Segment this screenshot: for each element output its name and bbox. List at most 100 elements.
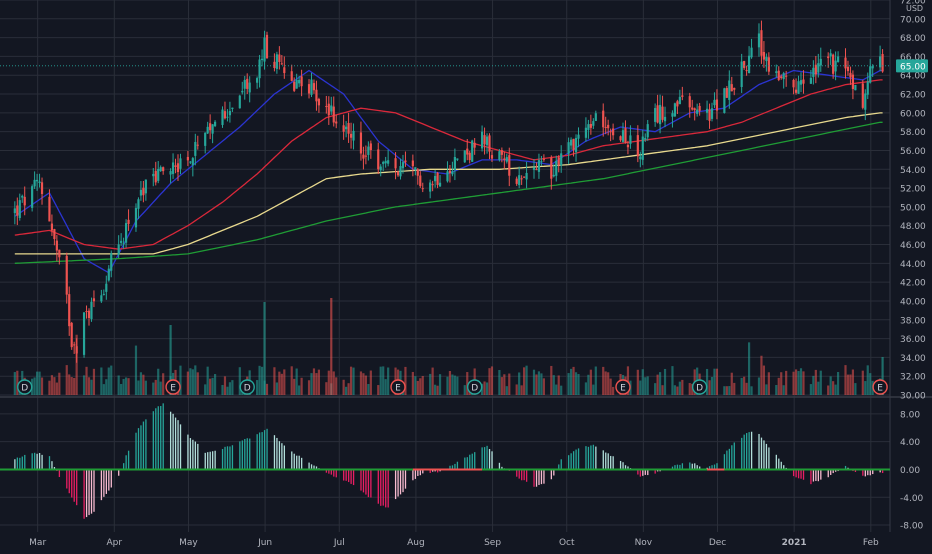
oscillator-bar xyxy=(587,446,590,470)
candle-body xyxy=(206,126,209,134)
oscillator-bar xyxy=(155,408,157,470)
volume-bar xyxy=(82,375,86,395)
dividend-marker[interactable]: D xyxy=(466,379,483,395)
candle-body xyxy=(861,83,864,108)
oscillator-bar xyxy=(261,432,263,470)
candle-body xyxy=(745,70,748,72)
volume-bar xyxy=(641,369,644,395)
candle-body xyxy=(760,30,763,56)
candle-body xyxy=(673,103,677,117)
earnings-marker[interactable]: E xyxy=(390,379,406,395)
oscillator-bar xyxy=(422,469,424,474)
candle-body xyxy=(211,124,214,134)
candle-body xyxy=(540,161,543,163)
volume-bar xyxy=(189,368,192,395)
candle-body xyxy=(569,139,573,146)
candle-body xyxy=(152,173,155,177)
volume-bar xyxy=(347,383,350,395)
candle-body xyxy=(364,155,367,157)
volume-bar xyxy=(708,380,711,395)
candle-body xyxy=(463,150,466,163)
candle-body xyxy=(359,132,363,154)
oscillator-bar xyxy=(525,469,528,482)
earnings-marker[interactable]: E xyxy=(872,379,888,395)
candle-body xyxy=(87,310,91,319)
volume-bar xyxy=(767,372,770,395)
candle-body xyxy=(142,187,145,196)
volume-bar xyxy=(762,365,766,395)
volume-bar xyxy=(705,368,709,395)
candle-body xyxy=(53,229,56,240)
candle-body xyxy=(676,101,679,107)
volume-bar xyxy=(626,366,630,395)
volume-bar xyxy=(532,369,536,395)
volume-bar xyxy=(278,371,281,395)
candle-body xyxy=(394,158,397,169)
oscillator-bar xyxy=(152,411,154,470)
time-tick-label: Mar xyxy=(29,538,46,548)
oscillator-bar xyxy=(624,465,627,470)
oscillator-bar xyxy=(728,448,731,470)
volume-bar xyxy=(221,384,224,395)
candle-body xyxy=(777,70,780,80)
candle-body xyxy=(503,158,506,161)
volume-bar xyxy=(834,384,837,395)
volume-bar xyxy=(844,365,847,395)
volume-bar xyxy=(283,369,286,395)
volume-bar xyxy=(35,371,39,395)
earnings-marker[interactable]: E xyxy=(165,379,181,395)
candle-body xyxy=(421,188,424,190)
volume-bar xyxy=(451,374,454,395)
price-tick-label: 62.00 xyxy=(900,91,926,101)
oscillator-bar xyxy=(775,454,777,470)
candle-body xyxy=(13,208,16,214)
oscillator-bar xyxy=(83,469,85,519)
marker-circle xyxy=(615,379,631,395)
candle-body xyxy=(817,63,820,73)
candle-body xyxy=(809,77,812,84)
dividend-marker[interactable]: D xyxy=(17,379,33,395)
volume-bar xyxy=(646,376,649,395)
candle-body xyxy=(537,160,541,172)
earnings-marker[interactable]: E xyxy=(615,379,631,395)
volume-bar xyxy=(260,366,264,395)
volume-bar xyxy=(799,368,803,395)
candle-body xyxy=(471,140,474,162)
volume-bar xyxy=(359,371,363,395)
dividend-marker[interactable]: D xyxy=(691,379,708,395)
volume-bar xyxy=(577,373,580,395)
oscillator-bar xyxy=(464,457,466,470)
candle-body xyxy=(671,113,674,117)
oscillator-bar xyxy=(266,428,268,470)
dividend-marker[interactable]: D xyxy=(239,379,255,395)
candle-body xyxy=(231,107,234,109)
candle-body xyxy=(658,104,662,125)
candle-body xyxy=(602,110,605,128)
candle-body xyxy=(851,74,855,90)
volume-bar xyxy=(298,385,301,395)
candle-body xyxy=(162,167,165,172)
volume-bar xyxy=(90,379,93,395)
oscillator-bar xyxy=(778,458,780,470)
oscillator-bar xyxy=(741,437,743,470)
volume-bar xyxy=(490,366,494,395)
volume-bar xyxy=(317,369,321,395)
volume-bar xyxy=(713,368,716,395)
oscillator-bar xyxy=(627,466,629,470)
volume-bar xyxy=(542,378,545,395)
osc-tick-label: -8.00 xyxy=(900,522,924,532)
time-tick-label: Jul xyxy=(333,538,345,548)
candle-body xyxy=(283,67,286,74)
time-tick-label: Oct xyxy=(559,538,575,548)
oscillator-bar xyxy=(456,461,459,470)
oscillator-bar xyxy=(93,469,95,512)
candle-body xyxy=(73,344,76,346)
oscillator-bar xyxy=(491,451,493,470)
volume-bar xyxy=(453,375,456,395)
volume-bar xyxy=(275,382,278,395)
candle-body xyxy=(35,179,39,182)
price-tick-label: 68.00 xyxy=(900,34,926,44)
volume-bar xyxy=(142,374,145,395)
candle-body xyxy=(827,56,830,59)
candle-body xyxy=(713,99,716,106)
